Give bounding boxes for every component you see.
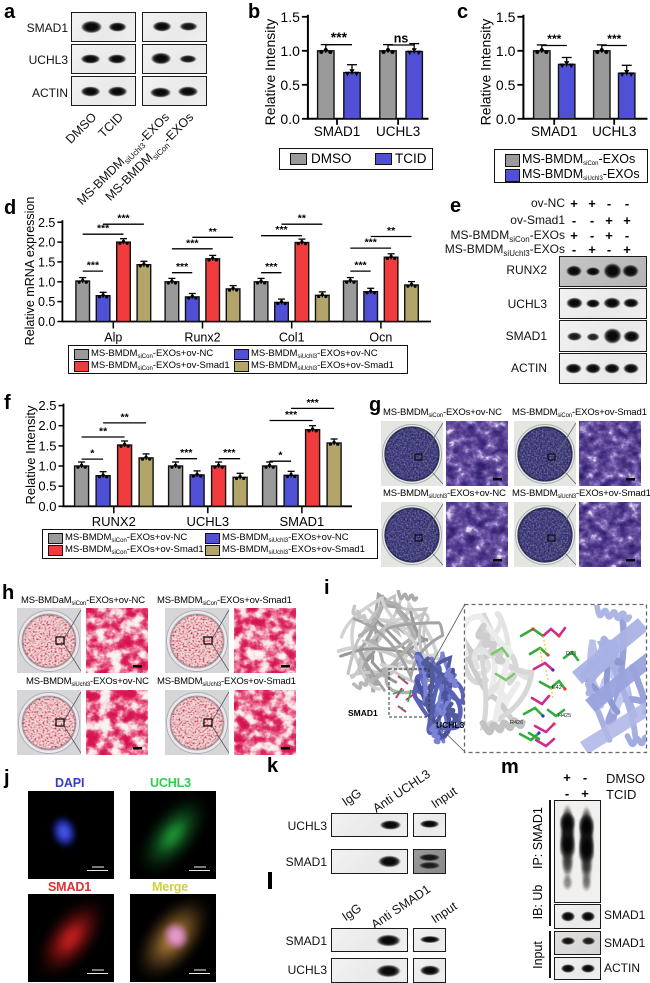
svg-text:***: *** — [97, 223, 110, 235]
svg-text:***: *** — [180, 447, 193, 459]
svg-text:*: * — [278, 450, 283, 462]
svg-text:0.5: 0.5 — [38, 479, 56, 494]
svg-text:***: *** — [265, 261, 278, 273]
svg-text:Relative mRNA expression: Relative mRNA expression — [23, 197, 37, 346]
svg-text:D33: D33 — [566, 651, 576, 657]
svg-text:***: *** — [331, 29, 348, 45]
svg-text:RUNX2: RUNX2 — [92, 514, 136, 529]
svg-text:SMAD1: SMAD1 — [348, 708, 378, 718]
svg-text:***: *** — [176, 261, 189, 273]
svg-text:***: *** — [607, 32, 621, 46]
svg-text:UCHL3: UCHL3 — [436, 720, 465, 730]
svg-text:**: ** — [99, 426, 108, 438]
svg-text:2.0: 2.0 — [38, 236, 55, 250]
svg-text:***: *** — [365, 237, 378, 249]
svg-text:0.5: 0.5 — [496, 77, 516, 93]
svg-text:UCHL3: UCHL3 — [592, 124, 636, 139]
svg-text:UCHL3: UCHL3 — [376, 124, 420, 139]
svg-text:Relative Intensity: Relative Intensity — [262, 19, 278, 126]
svg-text:SMAD1: SMAD1 — [531, 124, 578, 139]
svg-text:2.5: 2.5 — [38, 398, 56, 413]
svg-text:**: ** — [387, 225, 396, 237]
svg-text:1.5: 1.5 — [496, 9, 516, 25]
svg-text:2.0: 2.0 — [38, 418, 56, 433]
svg-text:0.0: 0.0 — [496, 111, 516, 127]
svg-text:UCHL3: UCHL3 — [186, 514, 229, 529]
svg-text:E42: E42 — [552, 685, 562, 691]
svg-text:***: *** — [285, 409, 298, 421]
svg-text:1.5: 1.5 — [280, 9, 300, 25]
svg-text:***: *** — [306, 397, 319, 409]
svg-text:0.0: 0.0 — [280, 111, 300, 127]
svg-text:1.0: 1.0 — [38, 275, 55, 289]
svg-text:***: *** — [117, 213, 130, 225]
svg-text:0.5: 0.5 — [38, 295, 55, 309]
svg-text:H425: H425 — [558, 713, 571, 719]
svg-text:***: *** — [223, 447, 236, 459]
svg-text:***: *** — [354, 260, 367, 272]
svg-text:***: *** — [186, 237, 199, 249]
svg-text:1.0: 1.0 — [38, 459, 56, 474]
svg-text:1.5: 1.5 — [38, 255, 55, 269]
svg-text:1.5: 1.5 — [38, 438, 56, 453]
svg-text:1.0: 1.0 — [496, 43, 516, 59]
svg-text:Relative Intensity: Relative Intensity — [23, 405, 38, 504]
svg-text:***: *** — [547, 32, 561, 46]
svg-text:Ocn: Ocn — [369, 331, 392, 345]
svg-text:ns: ns — [394, 32, 409, 46]
svg-text:Alp: Alp — [104, 331, 122, 345]
svg-text:***: *** — [275, 224, 288, 236]
svg-text:2.5: 2.5 — [38, 216, 55, 230]
svg-text:R426: R426 — [510, 720, 523, 726]
svg-text:0.0: 0.0 — [38, 499, 56, 514]
svg-text:0.0: 0.0 — [38, 315, 55, 329]
svg-text:**: ** — [298, 213, 307, 225]
svg-text:**: ** — [209, 226, 218, 238]
svg-text:0.5: 0.5 — [280, 77, 300, 93]
svg-text:Relative Intensity: Relative Intensity — [478, 19, 494, 126]
svg-text:Col1: Col1 — [279, 331, 305, 345]
svg-text:SMAD1: SMAD1 — [314, 124, 361, 139]
svg-text:SMAD1: SMAD1 — [280, 514, 325, 529]
svg-text:***: *** — [87, 260, 100, 272]
svg-text:Runx2: Runx2 — [184, 331, 220, 345]
svg-text:*: * — [90, 448, 95, 460]
svg-text:1.0: 1.0 — [280, 43, 300, 59]
svg-text:**: ** — [121, 411, 130, 423]
